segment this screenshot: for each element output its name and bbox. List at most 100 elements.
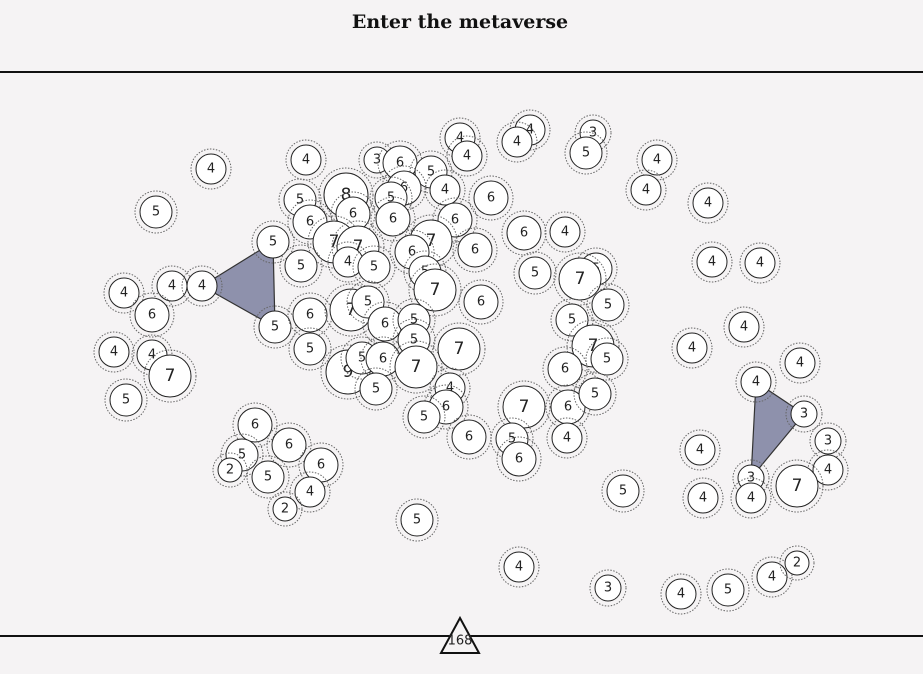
node[interactable]: 4 [691, 241, 733, 283]
node[interactable]: 6 [232, 402, 278, 448]
node[interactable]: 6 [542, 346, 588, 392]
node[interactable]: 5 [104, 378, 148, 422]
node[interactable]: 6 [458, 279, 504, 325]
node-label: 5 [122, 393, 130, 408]
node-layer: 4453644443544456465856666645777665455755… [93, 109, 849, 615]
node-circle [696, 246, 728, 278]
node[interactable]: 4 [103, 272, 145, 314]
node[interactable]: 6 [423, 384, 469, 430]
node-circle [684, 434, 716, 466]
node[interactable]: 6 [496, 436, 542, 482]
node[interactable]: 5 [402, 395, 446, 439]
node[interactable]: 6 [129, 292, 175, 338]
node-circle [591, 288, 625, 322]
node[interactable]: 4 [327, 241, 369, 283]
node[interactable]: 5 [288, 327, 332, 371]
node[interactable]: 5 [395, 498, 439, 542]
node[interactable]: 4 [723, 306, 765, 348]
node[interactable]: 6 [298, 442, 344, 488]
counter: 168 [448, 634, 473, 649]
node-circle [251, 460, 285, 494]
node[interactable]: 6 [287, 292, 333, 338]
node[interactable]: 2 [267, 491, 303, 527]
node[interactable]: 7 [143, 349, 197, 403]
node[interactable]: 4 [285, 139, 327, 181]
node[interactable]: 4 [779, 342, 821, 384]
node[interactable]: 7 [408, 263, 462, 317]
node[interactable]: 4 [636, 139, 678, 181]
node-label: 4 [677, 587, 685, 602]
node[interactable]: 5 [513, 251, 557, 295]
node-circle [294, 476, 326, 508]
node-label: 6 [389, 212, 397, 227]
node-label: 4 [515, 560, 523, 575]
node[interactable]: 4 [181, 265, 223, 307]
node[interactable]: 4 [671, 327, 713, 369]
node-label: 3 [800, 407, 808, 422]
node[interactable]: 6 [468, 175, 514, 221]
node[interactable]: 4 [544, 211, 586, 253]
territory [200, 240, 276, 329]
node[interactable]: 4 [730, 477, 772, 519]
node[interactable]: 4 [625, 169, 667, 211]
node[interactable]: 4 [660, 573, 702, 615]
node[interactable]: 5 [251, 220, 295, 264]
node[interactable]: 5 [601, 469, 645, 513]
node-circle [258, 310, 292, 344]
node[interactable]: 4 [190, 148, 232, 190]
node[interactable]: 7 [389, 340, 443, 394]
node[interactable]: 4 [679, 429, 721, 471]
node[interactable]: 5 [586, 283, 630, 327]
node-label: 4 [302, 153, 310, 168]
node[interactable]: 4 [739, 242, 781, 284]
node[interactable]: 5 [246, 455, 290, 499]
node[interactable]: 6 [501, 210, 547, 256]
node[interactable]: 5 [706, 568, 750, 612]
node[interactable]: 5 [352, 245, 396, 289]
node[interactable]: 6 [446, 414, 492, 460]
node[interactable]: 4 [546, 417, 588, 459]
node[interactable]: 7 [770, 459, 824, 513]
node[interactable]: 5 [279, 244, 323, 288]
node[interactable]: 4 [496, 121, 538, 163]
node[interactable]: 6 [370, 196, 416, 242]
node-label: 5 [152, 205, 160, 220]
node-label: 4 [752, 375, 760, 390]
node[interactable]: 2 [779, 545, 815, 581]
node-halo [586, 283, 630, 327]
node[interactable]: 4 [498, 546, 540, 588]
node-circle [284, 249, 318, 283]
node[interactable]: 7 [553, 252, 607, 306]
node-label: 5 [568, 313, 576, 328]
node[interactable]: 4 [682, 477, 724, 519]
node-label: 6 [306, 215, 314, 230]
node[interactable]: 4 [687, 182, 729, 224]
node-halo [679, 429, 721, 471]
node[interactable]: 4 [289, 471, 331, 513]
node[interactable]: 7 [432, 322, 486, 376]
node[interactable]: 2 [212, 452, 248, 488]
node[interactable]: 5 [550, 298, 594, 342]
node[interactable]: 4 [93, 331, 135, 373]
node[interactable]: 3 [785, 395, 823, 433]
node[interactable]: 4 [446, 135, 488, 177]
node[interactable]: 5 [354, 367, 398, 411]
node[interactable]: 5 [585, 337, 629, 381]
node[interactable]: 6 [266, 422, 312, 468]
node[interactable]: 6 [452, 227, 498, 273]
node[interactable]: 4 [807, 449, 849, 491]
node-label: 4 [704, 196, 712, 211]
node[interactable]: 5 [573, 372, 617, 416]
node[interactable]: 4 [735, 361, 777, 403]
node[interactable]: 5 [134, 190, 178, 234]
node[interactable]: 5 [564, 131, 608, 175]
node[interactable]: 3 [589, 569, 627, 607]
node[interactable]: 3 [809, 422, 847, 460]
node-label: 7 [588, 336, 599, 356]
node-label: 5 [358, 351, 366, 366]
node[interactable]: 6 [545, 384, 591, 430]
node-halo [550, 298, 594, 342]
node-label: 5 [619, 484, 627, 499]
node-halo [103, 272, 145, 314]
node[interactable]: 5 [253, 305, 297, 349]
